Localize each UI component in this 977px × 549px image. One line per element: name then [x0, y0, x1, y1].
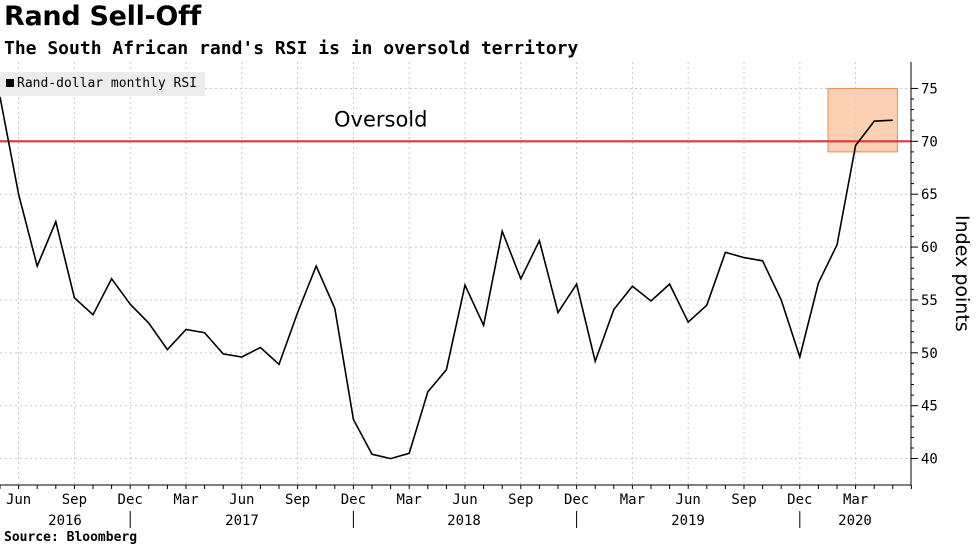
rsi-data-point [575, 283, 577, 285]
x-tick-label: Sep [285, 492, 310, 508]
rsi-data-point [520, 278, 522, 280]
rsi-data-point [296, 311, 298, 313]
rsi-data-point [73, 297, 75, 299]
x-tick-label: Dec [118, 492, 143, 508]
x-tick-label: Jun [676, 492, 701, 508]
rsi-data-point [780, 299, 782, 301]
y-tick-label: 55 [921, 293, 938, 309]
rsi-data-point [166, 348, 168, 350]
rsi-data-point [185, 328, 187, 330]
x-year-label: 2020 [838, 513, 872, 529]
source-note: Source: Bloomberg [4, 530, 138, 545]
chart-subtitle: The South African rand's RSI is in overs… [4, 38, 579, 59]
rsi-data-point [799, 356, 801, 358]
x-tick-label: Jun [452, 492, 477, 508]
rsi-data-point [259, 346, 261, 348]
rsi-data-point [241, 356, 243, 358]
rsi-data-point [129, 303, 131, 305]
rsi-data-point [557, 311, 559, 313]
rsi-data-point [110, 278, 112, 280]
rsi-data-point [352, 418, 354, 420]
rsi-data-point [222, 353, 224, 355]
x-tick-label: Mar [620, 492, 645, 508]
x-tick-label: Dec [787, 492, 812, 508]
rsi-data-point [724, 251, 726, 253]
legend: Rand-dollar monthly RSI [0, 72, 206, 96]
x-tick-label: Mar [173, 492, 198, 508]
axes [0, 62, 912, 486]
rsi-data-point [389, 457, 391, 459]
y-tick-label: 75 [921, 81, 938, 97]
rsi-data-point [631, 285, 633, 287]
x-tick-label: Jun [6, 492, 31, 508]
x-tick-label: Dec [564, 492, 589, 508]
rsi-data-point [371, 453, 373, 455]
x-tick-label: Sep [731, 492, 756, 508]
rsi-series-line [0, 96, 893, 460]
chart-title: Rand Sell-Off [4, 1, 201, 32]
legend-label: Rand-dollar monthly RSI [17, 76, 198, 91]
y-tick-label: 50 [921, 346, 938, 362]
rsi-data-point [408, 452, 410, 454]
rsi-data-point [464, 284, 466, 286]
rsi-data-point [92, 314, 94, 316]
rsi-data-point [278, 363, 280, 365]
x-year-label: 2016 [48, 513, 82, 529]
rsi-data-point [706, 304, 708, 306]
rsi-data-point [315, 265, 317, 267]
rsi-data-point [873, 120, 875, 122]
y-tick-label: 65 [921, 187, 938, 203]
rsi-data-point [613, 308, 615, 310]
x-tick-label: Sep [508, 492, 533, 508]
rsi-data-point [17, 193, 19, 195]
rsi-data-point [854, 144, 856, 146]
x-axis-ticks: Jun Sep Dec Mar Jun Sep Dec Mar Jun Sep Dec Mar Jun S… [0, 485, 912, 529]
rsi-data-points [0, 96, 894, 460]
rsi-data-point [203, 332, 205, 334]
rsi-data-point [445, 369, 447, 371]
rsi-data-point [594, 360, 596, 362]
rsi-data-point [836, 244, 838, 246]
x-tick-label: Mar [397, 492, 422, 508]
rsi-data-point [687, 321, 689, 323]
rsi-data-point [148, 322, 150, 324]
y-axis-ticks: 40 45 50 55 60 65 70 75 [911, 81, 938, 468]
rsi-data-point [743, 256, 745, 258]
rsi-data-point [36, 265, 38, 267]
rsi-data-point [817, 282, 819, 284]
rsi-data-point [892, 119, 894, 121]
y-tick-label: 45 [921, 399, 938, 415]
oversold-label: Oversold [334, 107, 427, 131]
rsi-data-point [501, 230, 503, 232]
x-tick-label: Dec [341, 492, 366, 508]
x-tick-label: Sep [62, 492, 87, 508]
gridlines [0, 62, 911, 485]
rsi-data-point [538, 240, 540, 242]
rsi-data-point [482, 324, 484, 326]
y-tick-label: 40 [921, 452, 938, 468]
rsi-data-point [427, 391, 429, 393]
legend-swatch [6, 79, 14, 87]
x-tick-label: Mar [843, 492, 868, 508]
x-year-label: 2019 [671, 513, 705, 529]
y-axis-title: Index points [951, 215, 973, 332]
rsi-data-point [0, 96, 1, 98]
rsi-data-point [668, 283, 670, 285]
rsi-data-point [650, 300, 652, 302]
rsi-data-point [55, 220, 57, 222]
rsi-data-point [761, 260, 763, 262]
y-tick-label: 60 [921, 240, 938, 256]
x-tick-label: Jun [229, 492, 254, 508]
y-tick-label: 70 [921, 134, 938, 150]
x-year-label: 2018 [447, 513, 481, 529]
x-year-label: 2017 [225, 513, 259, 529]
rsi-data-point [334, 307, 336, 309]
